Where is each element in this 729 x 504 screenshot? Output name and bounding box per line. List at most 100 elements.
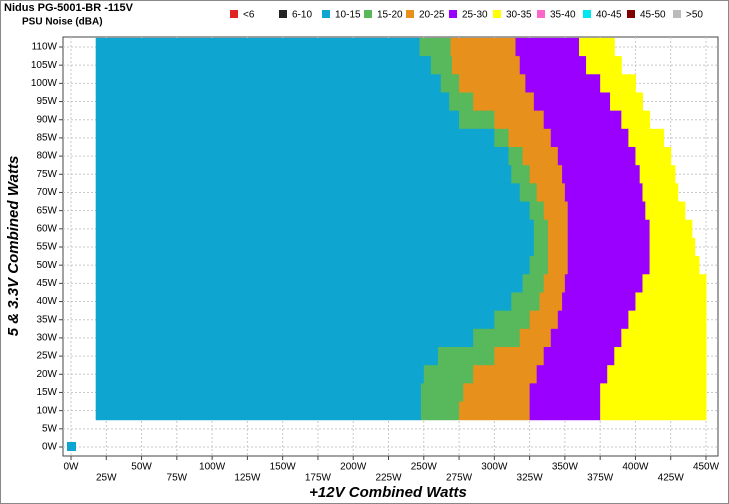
y-tick-label: 50W bbox=[36, 260, 57, 271]
noise-cell bbox=[494, 128, 509, 148]
noise-cell bbox=[547, 237, 569, 257]
noise-cell bbox=[95, 201, 531, 221]
noise-cell bbox=[614, 347, 707, 366]
legend-swatch bbox=[279, 10, 287, 18]
noise-cell bbox=[95, 56, 432, 75]
legend-label: 15-20 bbox=[377, 10, 403, 21]
noise-cell bbox=[95, 37, 421, 57]
noise-cell bbox=[494, 347, 545, 366]
legend-label: 6-10 bbox=[292, 10, 312, 21]
y-tick-label: 25W bbox=[36, 351, 57, 362]
noise-cell bbox=[543, 110, 622, 130]
legend-swatch bbox=[583, 10, 591, 18]
y-tick-label: 5W bbox=[42, 423, 58, 434]
x-tick-label: 425W bbox=[658, 473, 685, 484]
y-tick-label: 30W bbox=[36, 333, 57, 344]
x-tick-label: 325W bbox=[517, 473, 544, 484]
noise-cell bbox=[564, 274, 643, 293]
x-tick-label: 250W bbox=[411, 462, 438, 473]
legend-swatch bbox=[406, 10, 414, 18]
y-tick-label: 75W bbox=[36, 169, 57, 180]
x-tick-label: 375W bbox=[587, 473, 614, 484]
noise-cell bbox=[649, 237, 696, 257]
noise-cell bbox=[452, 56, 521, 75]
noise-cell bbox=[437, 347, 495, 366]
noise-cell bbox=[519, 328, 552, 348]
noise-cell bbox=[536, 183, 566, 203]
y-tick-label: 35W bbox=[36, 314, 57, 325]
y-tick-label: 90W bbox=[36, 114, 57, 125]
noise-cell bbox=[459, 401, 531, 421]
legend-swatch bbox=[673, 10, 681, 18]
noise-cell bbox=[525, 74, 601, 93]
y-tick-label: 20W bbox=[36, 369, 57, 380]
legend-label: 40-45 bbox=[596, 10, 622, 21]
legend-swatch bbox=[364, 10, 372, 18]
noise-cell bbox=[430, 56, 453, 75]
noise-cell bbox=[543, 347, 615, 366]
noise-cell bbox=[529, 201, 545, 221]
y-tick-label: 80W bbox=[36, 151, 57, 162]
y-tick-label: 55W bbox=[36, 242, 57, 253]
noise-cell bbox=[607, 365, 707, 384]
noise-cell bbox=[419, 37, 452, 57]
noise-cell bbox=[420, 383, 464, 403]
noise-cell bbox=[547, 219, 569, 239]
noise-cell bbox=[529, 383, 601, 403]
y-tick-label: 65W bbox=[36, 205, 57, 216]
x-tick-label: 50W bbox=[131, 462, 152, 473]
noise-cell bbox=[473, 328, 521, 348]
noise-cell bbox=[95, 92, 450, 112]
legend-swatch bbox=[493, 10, 501, 18]
x-tick-label: 350W bbox=[552, 462, 579, 473]
noise-cell bbox=[550, 128, 629, 148]
noise-cell bbox=[562, 165, 641, 184]
noise-cell bbox=[529, 310, 559, 330]
noise-cell bbox=[649, 256, 700, 275]
noise-cell bbox=[567, 237, 651, 257]
noise-cell bbox=[95, 292, 512, 312]
noise-cell bbox=[564, 183, 643, 203]
y-tick-label: 110W bbox=[32, 42, 58, 53]
legend-label: 35-40 bbox=[550, 10, 576, 21]
noise-cell bbox=[519, 56, 587, 75]
noise-cell bbox=[459, 74, 526, 93]
noise-cell bbox=[610, 92, 643, 112]
y-axis-title: 5 & 3.3V Combined Watts bbox=[5, 156, 22, 337]
noise-cell bbox=[95, 256, 531, 275]
noise-cell bbox=[95, 328, 474, 348]
x-tick-label: 400W bbox=[622, 462, 649, 473]
legend-label: >50 bbox=[686, 10, 703, 21]
noise-cell bbox=[95, 237, 535, 257]
noise-cell bbox=[635, 292, 707, 312]
noise-cell bbox=[567, 256, 651, 275]
noise-cell bbox=[547, 256, 569, 275]
noise-cell bbox=[95, 347, 439, 366]
y-tick-label: 100W bbox=[31, 78, 58, 89]
noise-cell bbox=[628, 310, 707, 330]
noise-cell bbox=[459, 110, 495, 130]
noise-cell bbox=[420, 401, 460, 421]
noise-cell bbox=[494, 110, 545, 130]
y-tick-label: 15W bbox=[36, 387, 57, 398]
x-tick-label: 75W bbox=[167, 473, 188, 484]
noise-cell bbox=[95, 274, 524, 293]
noise-cell bbox=[621, 110, 651, 130]
x-tick-label: 175W bbox=[305, 473, 332, 484]
noise-cell bbox=[95, 401, 422, 421]
noise-cell bbox=[522, 147, 559, 166]
legend-label: 45-50 bbox=[640, 10, 666, 21]
noise-cell bbox=[450, 37, 516, 57]
y-tick-label: 105W bbox=[31, 60, 58, 71]
noise-cell bbox=[95, 365, 425, 384]
y-tick-label: 10W bbox=[36, 405, 57, 416]
noise-cell bbox=[600, 74, 636, 93]
noise-cell bbox=[533, 237, 549, 257]
noise-cell bbox=[567, 219, 651, 239]
legend-label: 20-25 bbox=[419, 10, 445, 21]
x-tick-label: 150W bbox=[270, 462, 297, 473]
noise-cell bbox=[649, 219, 693, 239]
noise-cell bbox=[529, 165, 563, 184]
noise-cell bbox=[557, 147, 636, 166]
